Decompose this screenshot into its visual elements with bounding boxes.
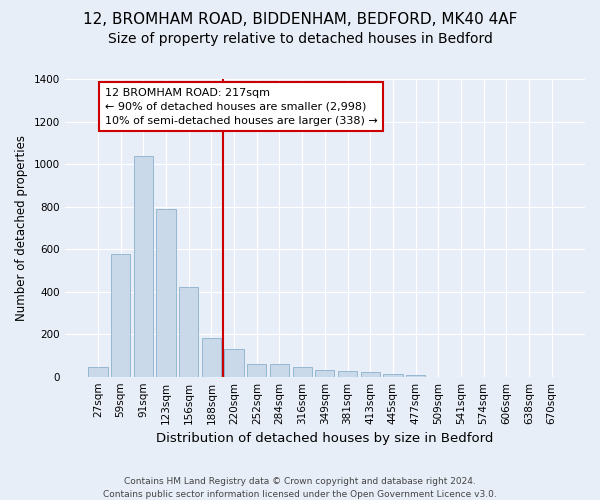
Bar: [383, 374, 403, 376]
Bar: [224, 349, 244, 376]
Bar: [88, 367, 107, 376]
Bar: [361, 372, 380, 376]
Bar: [179, 288, 199, 376]
X-axis label: Distribution of detached houses by size in Bedford: Distribution of detached houses by size …: [156, 432, 494, 445]
Y-axis label: Number of detached properties: Number of detached properties: [15, 135, 28, 321]
Bar: [315, 370, 334, 376]
Bar: [406, 374, 425, 376]
Bar: [111, 254, 130, 376]
Bar: [338, 370, 357, 376]
Text: Size of property relative to detached houses in Bedford: Size of property relative to detached ho…: [107, 32, 493, 46]
Bar: [134, 156, 153, 376]
Text: 12 BROMHAM ROAD: 217sqm
← 90% of detached houses are smaller (2,998)
10% of semi: 12 BROMHAM ROAD: 217sqm ← 90% of detache…: [105, 88, 377, 126]
Text: Contains public sector information licensed under the Open Government Licence v3: Contains public sector information licen…: [103, 490, 497, 499]
Bar: [270, 364, 289, 376]
Text: Contains HM Land Registry data © Crown copyright and database right 2024.: Contains HM Land Registry data © Crown c…: [124, 478, 476, 486]
Text: 12, BROMHAM ROAD, BIDDENHAM, BEDFORD, MK40 4AF: 12, BROMHAM ROAD, BIDDENHAM, BEDFORD, MK…: [83, 12, 517, 28]
Bar: [202, 338, 221, 376]
Bar: [157, 208, 176, 376]
Bar: [247, 364, 266, 376]
Bar: [293, 367, 312, 376]
